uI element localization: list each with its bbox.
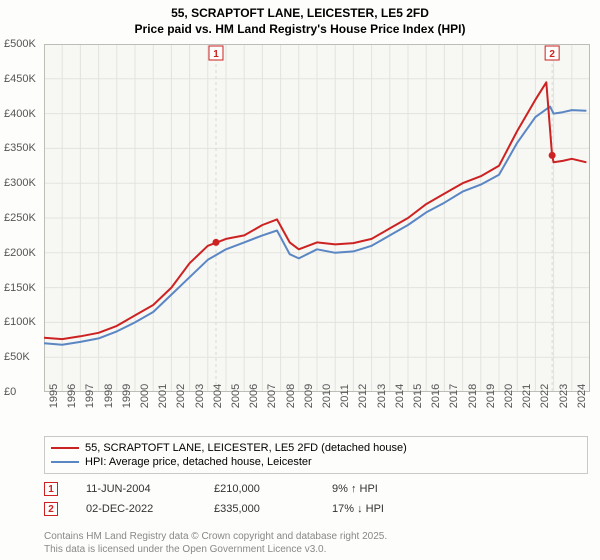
x-tick-label: 2023 [558, 384, 570, 408]
y-tick-label: £300K [0, 177, 48, 189]
x-tick-label: 2014 [394, 384, 406, 408]
sale-marker-2: 2 [44, 502, 58, 516]
y-tick-label: £50K [0, 351, 48, 363]
x-tick-label: 2021 [521, 384, 533, 408]
x-tick-label: 2002 [175, 384, 187, 408]
y-tick-label: £0 [0, 386, 48, 398]
y-tick-label: £350K [0, 142, 48, 154]
legend-entry-hpi: HPI: Average price, detached house, Leic… [51, 455, 581, 469]
y-tick-label: £450K [0, 73, 48, 85]
x-tick-label: 1999 [121, 384, 133, 408]
plot-svg: 12 [44, 44, 590, 392]
x-tick-label: 2013 [376, 384, 388, 408]
x-tick-label: 2012 [357, 384, 369, 408]
sale-date-2: 02-DEC-2022 [86, 503, 186, 515]
x-tick-label: 2017 [448, 384, 460, 408]
y-tick-label: £250K [0, 212, 48, 224]
x-tick-label: 2024 [576, 384, 588, 408]
x-tick-label: 1998 [103, 384, 115, 408]
sale-row-1: 1 11-JUN-2004 £210,000 9% ↑ HPI [44, 482, 588, 496]
x-tick-label: 2005 [230, 384, 242, 408]
x-tick-label: 2009 [303, 384, 315, 408]
title-line-1: 55, SCRAPTOFT LANE, LEICESTER, LE5 2FD [0, 6, 600, 22]
y-tick-label: £100K [0, 316, 48, 328]
legend: 55, SCRAPTOFT LANE, LEICESTER, LE5 2FD (… [44, 436, 588, 474]
sale-price-1: £210,000 [214, 483, 304, 495]
chart-title: 55, SCRAPTOFT LANE, LEICESTER, LE5 2FD P… [0, 0, 600, 37]
x-tick-label: 2020 [503, 384, 515, 408]
x-tick-label: 1995 [48, 384, 60, 408]
legend-label-property: 55, SCRAPTOFT LANE, LEICESTER, LE5 2FD (… [85, 442, 407, 454]
x-tick-label: 2011 [339, 384, 351, 408]
x-tick-label: 2008 [285, 384, 297, 408]
y-tick-label: £200K [0, 247, 48, 259]
x-tick-label: 2001 [157, 384, 169, 408]
x-tick-label: 2010 [321, 384, 333, 408]
footer-line-1: Contains HM Land Registry data © Crown c… [44, 530, 387, 543]
y-tick-label: £150K [0, 282, 48, 294]
chart-container: 55, SCRAPTOFT LANE, LEICESTER, LE5 2FD P… [0, 0, 600, 560]
x-tick-label: 2019 [485, 384, 497, 408]
sale-marker-1: 1 [44, 482, 58, 496]
title-line-2: Price paid vs. HM Land Registry's House … [0, 22, 600, 38]
legend-entry-property: 55, SCRAPTOFT LANE, LEICESTER, LE5 2FD (… [51, 441, 581, 455]
footer: Contains HM Land Registry data © Crown c… [44, 530, 387, 556]
x-tick-label: 2000 [139, 384, 151, 408]
x-tick-label: 2004 [212, 384, 224, 408]
x-tick-label: 2006 [248, 384, 260, 408]
y-tick-label: £500K [0, 38, 48, 50]
footer-line-2: This data is licensed under the Open Gov… [44, 543, 387, 556]
legend-swatch-hpi [51, 461, 79, 463]
svg-text:1: 1 [213, 49, 219, 60]
x-tick-label: 2022 [539, 384, 551, 408]
x-tick-label: 2007 [266, 384, 278, 408]
sale-row-2: 2 02-DEC-2022 £335,000 17% ↓ HPI [44, 502, 588, 516]
sale-delta-1: 9% ↑ HPI [332, 483, 378, 495]
svg-text:2: 2 [549, 49, 555, 60]
x-tick-label: 2015 [412, 384, 424, 408]
x-tick-label: 2016 [430, 384, 442, 408]
legend-swatch-property [51, 447, 79, 449]
legend-label-hpi: HPI: Average price, detached house, Leic… [85, 456, 312, 468]
x-tick-label: 2018 [467, 384, 479, 408]
x-tick-label: 1997 [84, 384, 96, 408]
sale-date-1: 11-JUN-2004 [86, 483, 186, 495]
sale-price-2: £335,000 [214, 503, 304, 515]
x-tick-label: 1996 [66, 384, 78, 408]
sale-delta-2: 17% ↓ HPI [332, 503, 384, 515]
x-tick-label: 2003 [194, 384, 206, 408]
plot-area: 12 [44, 44, 590, 392]
y-tick-label: £400K [0, 108, 48, 120]
